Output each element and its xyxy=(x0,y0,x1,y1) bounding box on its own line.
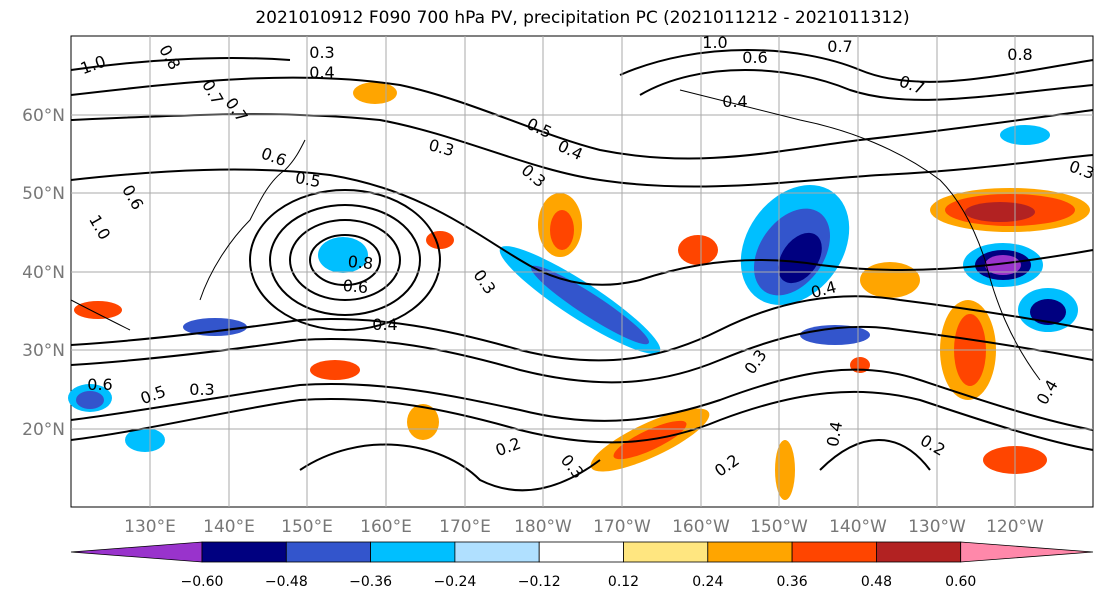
lon-label: 160°W xyxy=(672,517,730,537)
contour-label: 0.7 xyxy=(827,37,852,56)
contour-label: 0.5 xyxy=(294,168,322,191)
lon-label: 150°W xyxy=(750,517,808,537)
page-title: 2021010912 F090 700 hPa PV, precipitatio… xyxy=(255,8,910,28)
colorbar-tick-label: −0.60 xyxy=(181,574,224,590)
lat-label-50n: 50°N xyxy=(22,184,65,204)
lon-label: 160°E xyxy=(360,517,412,537)
lon-label: 130°E xyxy=(124,517,176,537)
colorbar-tick-label: −0.12 xyxy=(518,574,561,590)
colorbar-tick-label: 0.60 xyxy=(945,574,976,590)
colorbar-tick-label: 0.36 xyxy=(777,574,808,590)
colorbar-tick-label: −0.24 xyxy=(433,574,476,590)
colorbar-swatch xyxy=(791,541,877,563)
colorbar-swatch xyxy=(538,541,624,563)
colorbar-tick-label: 0.12 xyxy=(608,574,639,590)
lon-label: 140°E xyxy=(203,517,255,537)
contour-label: 0.4 xyxy=(722,92,747,111)
colorbar-swatch xyxy=(454,541,540,563)
lat-label-40n: 40°N xyxy=(22,263,65,283)
contour-label: 0.8 xyxy=(1007,45,1032,64)
contour-label: 0.6 xyxy=(742,48,767,67)
colorbar-tick-label: 0.48 xyxy=(861,574,892,590)
contour-label: 0.4 xyxy=(309,63,334,82)
pv-contours xyxy=(70,49,1094,492)
contour-label: 0.6 xyxy=(342,276,369,297)
colorbar-tick-label: 0.24 xyxy=(692,574,723,590)
colorbar-extend-high xyxy=(960,541,1094,563)
lon-label: 170°E xyxy=(439,517,491,537)
coastlines xyxy=(70,89,1041,381)
lon-label: 140°W xyxy=(829,517,887,537)
contour-label: 0.4 xyxy=(823,420,846,448)
colorbar xyxy=(70,541,1094,563)
colorbar-swatch xyxy=(876,541,962,563)
graticule xyxy=(71,36,1093,507)
lat-label-20n: 20°N xyxy=(22,420,65,440)
colorbar-extend-low xyxy=(70,541,203,563)
lat-label-60n: 60°N xyxy=(22,106,65,126)
lon-label: 180°W xyxy=(514,517,572,537)
contour-label: 0.3 xyxy=(189,380,214,399)
lon-label: 120°W xyxy=(986,517,1044,537)
colorbar-swatch xyxy=(623,541,709,563)
contour-label: 0.8 xyxy=(347,252,374,273)
contour-label: 0.3 xyxy=(309,43,334,62)
contour-label: 1.0 xyxy=(702,33,727,52)
lon-label: 170°W xyxy=(593,517,651,537)
colorbar-swatch xyxy=(707,541,793,563)
colorbar-tick-label: −0.48 xyxy=(265,574,308,590)
colorbar-tick-label: −0.36 xyxy=(349,574,392,590)
colorbar-swatch xyxy=(370,541,456,563)
lat-label-30n: 30°N xyxy=(22,341,65,361)
contour-label: 0.6 xyxy=(87,375,112,394)
colorbar-swatch xyxy=(285,541,371,563)
lon-label: 150°E xyxy=(281,517,333,537)
colorbar-swatch xyxy=(201,541,287,563)
lon-label: 130°W xyxy=(908,517,966,537)
contour-label: 0.4 xyxy=(372,315,397,334)
